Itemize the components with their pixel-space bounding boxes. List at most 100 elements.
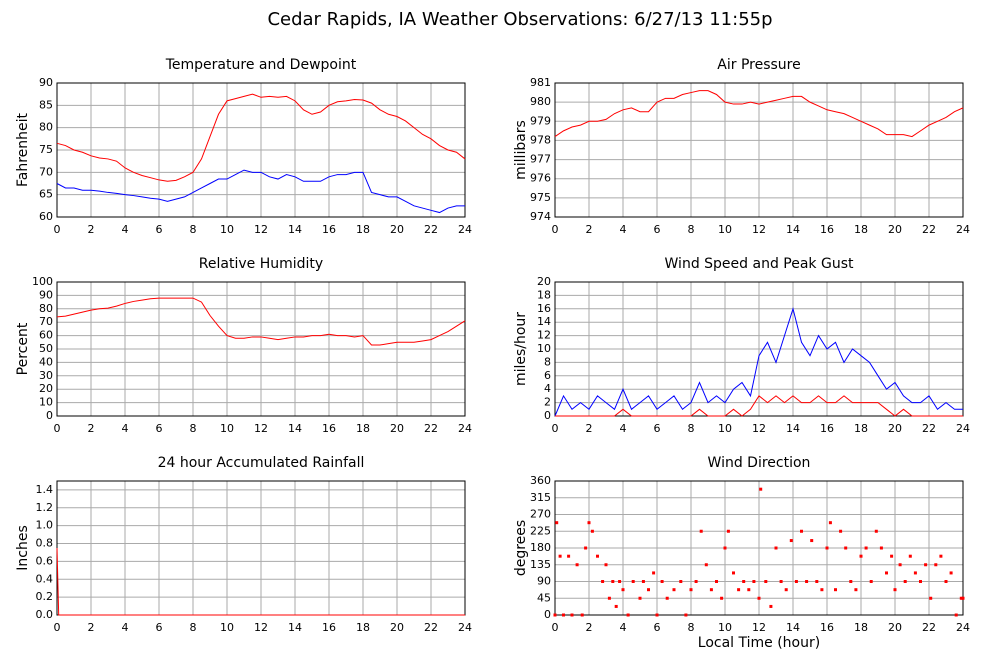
- data-point: [704, 563, 708, 567]
- y-tick-label: 60: [39, 329, 53, 342]
- y-tick-label: 60: [39, 210, 53, 223]
- data-point: [828, 521, 832, 525]
- data-point: [665, 596, 669, 600]
- data-point: [555, 521, 559, 525]
- data-point: [614, 604, 618, 608]
- x-tick-label: 10: [220, 223, 234, 236]
- x-tick-label: 14: [786, 621, 800, 634]
- x-tick-label: 14: [288, 422, 302, 435]
- x-tick-label: 12: [752, 422, 766, 435]
- x-tick-label: 8: [190, 621, 197, 634]
- data-point: [679, 580, 683, 583]
- panel-title: Temperature and Dewpoint: [165, 57, 357, 73]
- data-point: [924, 563, 928, 567]
- data-point: [864, 546, 868, 550]
- y-axis-label: degrees: [513, 520, 529, 576]
- y-tick-label: 50: [39, 342, 53, 355]
- data-line: [56, 169, 465, 214]
- x-tick-label: 20: [390, 422, 404, 435]
- data-point: [607, 596, 611, 600]
- y-tick-label: 80: [39, 121, 53, 134]
- data-point: [742, 580, 746, 583]
- x-tick-label: 18: [854, 621, 868, 634]
- data-point: [641, 580, 645, 583]
- data-point: [590, 529, 594, 533]
- x-tick-label: 18: [854, 223, 868, 236]
- data-point: [774, 546, 778, 550]
- data-point: [844, 546, 848, 550]
- data-point: [849, 580, 853, 583]
- x-tick-label: 24: [956, 621, 970, 634]
- x-tick-label: 18: [356, 223, 370, 236]
- data-point: [859, 554, 863, 558]
- y-tick-label: 90: [39, 76, 53, 89]
- x-tick-label: 18: [854, 422, 868, 435]
- x-tick-label: 22: [922, 621, 936, 634]
- y-tick-label: 0: [46, 409, 53, 422]
- data-line: [555, 395, 963, 417]
- y-tick-label: 180: [530, 541, 551, 554]
- data-point: [929, 596, 933, 600]
- y-tick-label: 976: [530, 172, 551, 185]
- x-tick-label: 22: [922, 422, 936, 435]
- y-tick-label: 45: [537, 591, 551, 604]
- data-point: [611, 580, 615, 583]
- data-point: [652, 571, 656, 575]
- y-tick-label: 974: [530, 210, 551, 223]
- x-tick-label: 2: [586, 422, 593, 435]
- data-point: [869, 580, 873, 583]
- x-tick-label: 8: [688, 223, 695, 236]
- y-axis-label: Percent: [15, 322, 31, 375]
- data-point: [944, 580, 948, 583]
- data-line: [554, 306, 963, 417]
- x-tick-label: 6: [654, 223, 661, 236]
- x-tick-label: 2: [88, 422, 95, 435]
- x-tick-label: 8: [190, 422, 197, 435]
- y-tick-label: 10: [39, 396, 53, 409]
- y-tick-label: 0: [544, 409, 551, 422]
- panel-title: 24 hour Accumulated Rainfall: [158, 455, 365, 471]
- x-tick-label: 10: [718, 223, 732, 236]
- plot-frame: [554, 480, 964, 616]
- y-axis-label: Fahrenheit: [15, 112, 31, 187]
- data-point: [570, 613, 574, 617]
- y-tick-label: 975: [530, 191, 551, 204]
- y-tick-label: 1.4: [36, 483, 54, 496]
- x-tick-label: 24: [458, 422, 472, 435]
- x-tick-label: 22: [424, 621, 438, 634]
- data-point: [621, 588, 625, 592]
- data-point: [558, 554, 562, 558]
- x-tick-label: 4: [122, 223, 129, 236]
- panel-title: Air Pressure: [717, 57, 800, 73]
- data-point: [631, 580, 635, 583]
- data-point: [954, 613, 958, 617]
- data-point: [893, 588, 897, 592]
- y-tick-label: 75: [39, 143, 53, 156]
- x-tick-label: 22: [424, 422, 438, 435]
- panel-title: Wind Direction: [708, 455, 811, 471]
- x-tick-label: 4: [620, 223, 627, 236]
- x-tick-label: 10: [220, 621, 234, 634]
- x-tick-label: 20: [390, 223, 404, 236]
- x-tick-label: 12: [752, 223, 766, 236]
- x-tick-label: 24: [956, 223, 970, 236]
- data-point: [720, 596, 724, 600]
- x-tick-label: 12: [254, 621, 268, 634]
- y-tick-label: 18: [537, 288, 551, 301]
- data-point: [959, 596, 963, 600]
- x-tick-label: 12: [254, 223, 268, 236]
- data-point: [769, 604, 773, 608]
- x-tick-label: 18: [356, 621, 370, 634]
- y-tick-label: 14: [537, 315, 551, 328]
- data-point: [789, 539, 793, 543]
- y-tick-label: 0.6: [36, 554, 54, 567]
- data-point: [805, 580, 809, 583]
- data-point: [575, 563, 579, 567]
- y-tick-label: 270: [530, 508, 551, 521]
- data-point: [694, 580, 698, 583]
- y-tick-label: 40: [39, 355, 53, 368]
- y-tick-label: 979: [530, 114, 551, 127]
- data-point: [874, 529, 878, 533]
- data-point: [726, 529, 730, 533]
